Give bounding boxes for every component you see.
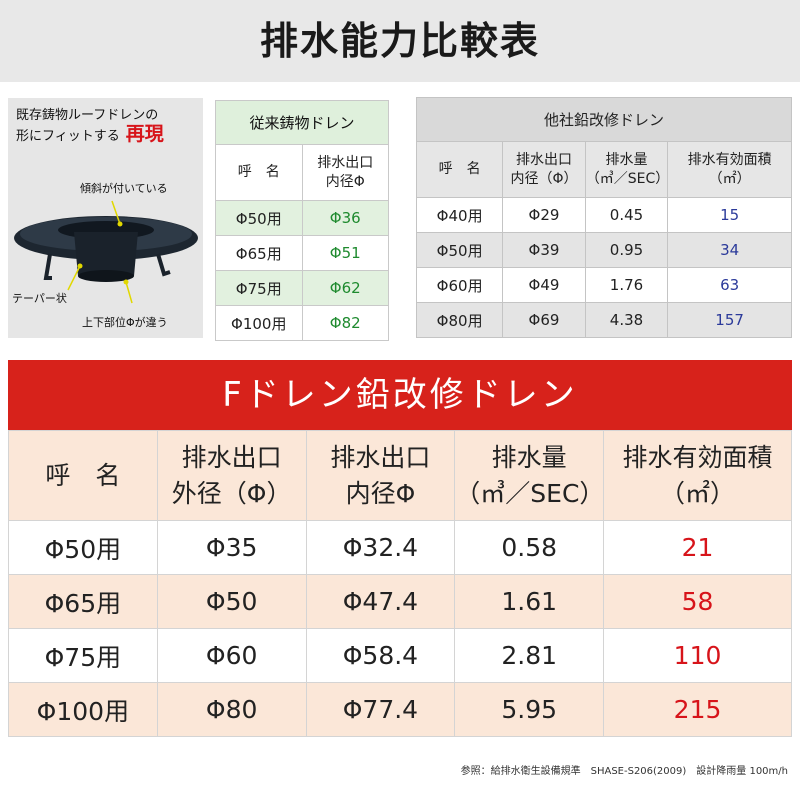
fdrain-table-title: Fドレン鉛改修ドレン: [8, 360, 792, 430]
fdrain-header-flow: 排水量 （㎥／SEC）: [454, 430, 604, 521]
cell-name: Φ60用: [415, 267, 504, 303]
conv-header-inner-diameter: 排水出口 内径Φ: [301, 144, 389, 201]
cell-name: Φ65用: [8, 574, 158, 629]
fdrain-header-name: 呼 名: [8, 430, 158, 521]
conv-header-name: 呼 名: [215, 144, 303, 201]
label-diameter-diff: 上下部位Φが違う: [82, 316, 168, 329]
cell-name: Φ80用: [415, 302, 504, 338]
table-row: Φ50用 Φ36: [215, 200, 389, 236]
table-row: Φ65用 Φ50 Φ47.4 1.61 58: [8, 574, 792, 629]
cell-area: 110: [603, 628, 792, 683]
table-row: Φ60用 Φ49 1.76 63: [415, 267, 792, 303]
fdrain-header-area: 排水有効面積 （㎡）: [603, 430, 792, 521]
other-header-inner-diameter: 排水出口 内径（Φ）: [502, 141, 586, 198]
cell-outer-diameter: Φ35: [156, 520, 307, 575]
cell-area: 21: [603, 520, 792, 575]
cell-flow: 1.61: [454, 574, 605, 629]
table-row: Φ100用 Φ82: [215, 305, 389, 341]
cell-inner-diameter: Φ62: [301, 270, 389, 306]
caption-line-1: 既存鋳物ルーフドレンの: [16, 108, 159, 123]
cell-name: Φ50用: [8, 520, 158, 575]
cell-name: Φ65用: [215, 235, 303, 271]
cell-area: 215: [603, 682, 792, 737]
cell-inner-diameter: Φ58.4: [305, 628, 456, 683]
cell-flow: 4.38: [584, 302, 669, 338]
fdrain-header-outer-diameter: 排水出口 外径（Φ）: [156, 430, 307, 521]
cell-name: Φ40用: [415, 197, 504, 233]
other-company-drain-table: 他社鉛改修ドレン 呼 名 排水出口 内径（Φ） 排水量 （㎥／SEC） 排水有効…: [415, 97, 792, 338]
table-row: Φ50用 Φ35 Φ32.4 0.58 21: [8, 520, 792, 575]
drain-illustration-panel: 既存鋳物ルーフドレンの 形にフィットする 再現 傾斜が付いている テーパー状 上下…: [8, 98, 203, 338]
cell-inner-diameter: Φ47.4: [305, 574, 456, 629]
table-row: Φ100用 Φ80 Φ77.4 5.95 215: [8, 682, 792, 737]
label-slope: 傾斜が付いている: [80, 182, 168, 195]
cell-flow: 0.58: [454, 520, 605, 575]
cell-inner-diameter: Φ69: [502, 302, 586, 338]
reference-note: 参照：給排水衛生設備規準 SHASE-S206(2009) 設計降雨量 100m…: [460, 766, 788, 777]
other-header-area: 排水有効面積 （㎡）: [667, 141, 792, 198]
cell-outer-diameter: Φ80: [156, 682, 307, 737]
page-title: 排水能力比較表: [259, 19, 540, 63]
illustration-caption: 既存鋳物ルーフドレンの 形にフィットする 再現: [16, 106, 201, 146]
cell-flow: 5.95: [454, 682, 605, 737]
table-row: Φ80用 Φ69 4.38 157: [415, 302, 792, 338]
table-row: Φ75用 Φ60 Φ58.4 2.81 110: [8, 628, 792, 683]
fdrain-header-inner-diameter: 排水出口 内径Φ: [305, 430, 456, 521]
other-header-name: 呼 名: [415, 141, 504, 198]
cell-area: 58: [603, 574, 792, 629]
cell-flow: 2.81: [454, 628, 605, 683]
roof-drain-image: [14, 200, 198, 304]
cell-name: Φ75用: [8, 628, 158, 683]
cell-flow: 0.45: [584, 197, 669, 233]
cell-name: Φ100用: [215, 305, 303, 341]
cell-name: Φ75用: [215, 270, 303, 306]
cell-flow: 1.76: [584, 267, 669, 303]
other-table-title: 他社鉛改修ドレン: [416, 97, 792, 142]
cell-inner-diameter: Φ82: [301, 305, 389, 341]
table-row: Φ75用 Φ62: [215, 270, 389, 306]
cell-name: Φ50用: [415, 232, 504, 268]
cell-inner-diameter: Φ77.4: [305, 682, 456, 737]
title-band: [0, 0, 800, 82]
cell-flow: 0.95: [584, 232, 669, 268]
cell-inner-diameter: Φ51: [301, 235, 389, 271]
other-header-flow: 排水量 （㎥／SEC）: [584, 141, 669, 198]
cell-inner-diameter: Φ49: [502, 267, 586, 303]
cell-inner-diameter: Φ39: [502, 232, 586, 268]
cell-inner-diameter: Φ32.4: [305, 520, 456, 575]
conventional-drain-table: 従来鋳物ドレン 呼 名 排水出口 内径Φ Φ50用 Φ36 Φ65用 Φ51 Φ…: [215, 100, 389, 341]
cell-outer-diameter: Φ50: [156, 574, 307, 629]
cell-area: 34: [667, 232, 792, 268]
table-row: Φ65用 Φ51: [215, 235, 389, 271]
table-row: Φ40用 Φ29 0.45 15: [415, 197, 792, 233]
cell-area: 63: [667, 267, 792, 303]
caption-emphasis: 再現: [125, 123, 164, 145]
cell-name: Φ100用: [8, 682, 158, 737]
cell-inner-diameter: Φ36: [301, 200, 389, 236]
cell-area: 15: [667, 197, 792, 233]
label-taper: テーパー状: [12, 292, 67, 305]
cell-name: Φ50用: [215, 200, 303, 236]
fdrain-table: 呼 名 排水出口 外径（Φ） 排水出口 内径Φ 排水量 （㎥／SEC） 排水有効…: [8, 430, 792, 737]
caption-line-2: 形にフィットする: [16, 129, 120, 144]
cell-outer-diameter: Φ60: [156, 628, 307, 683]
cell-area: 157: [667, 302, 792, 338]
conventional-table-title: 従来鋳物ドレン: [215, 100, 389, 145]
cell-inner-diameter: Φ29: [502, 197, 586, 233]
table-row: Φ50用 Φ39 0.95 34: [415, 232, 792, 268]
